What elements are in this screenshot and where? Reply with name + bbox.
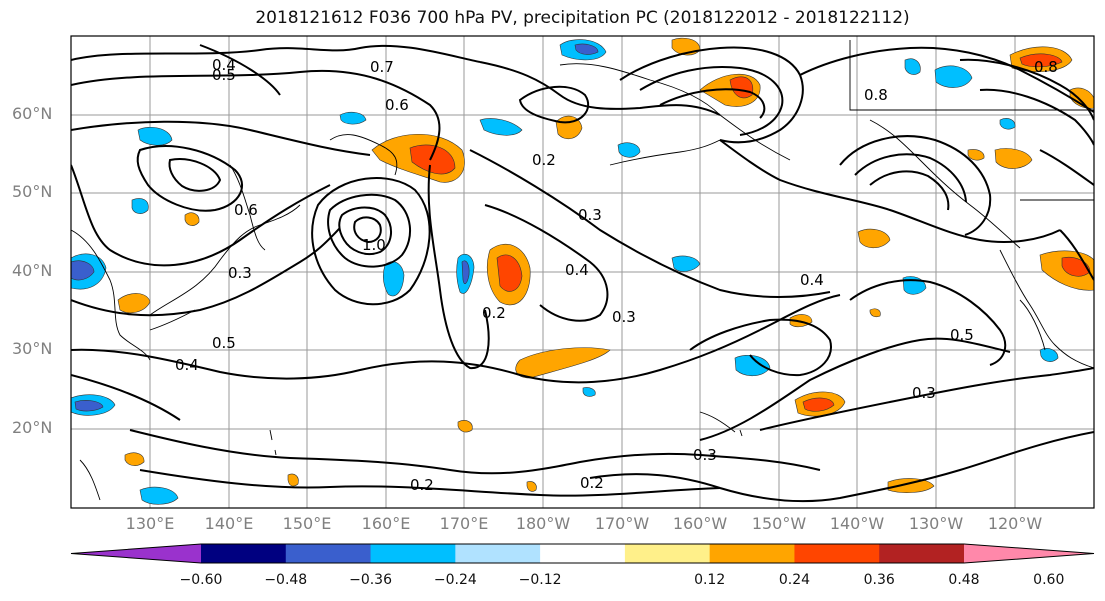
colorbar-tick-label: −0.12 [518,572,562,588]
colorbar-tick-label: 0.24 [778,572,811,588]
contour-label: 1.0 [362,236,386,254]
colorbar-extension-low [71,544,201,563]
lon-label: 170°E [439,514,489,533]
lat-label: 30°N [12,339,53,358]
contour-label: 0.8 [864,86,888,104]
colorbar-segment [455,544,541,563]
lat-label: 50°N [12,182,53,201]
colorbar-segment [370,544,456,563]
map-frame [70,35,1095,509]
colorbar-tick-label: −0.36 [349,572,392,588]
lon-label: 160°E [361,514,411,533]
lat-label: 60°N [12,104,53,123]
lat-label: 40°N [12,261,53,280]
contour-label: 0.7 [370,58,394,76]
lon-label: 130°E [125,514,175,533]
colorbar-tick-label: −0.48 [264,572,308,588]
colorbar-segment [201,544,287,563]
contour-label: 0.5 [950,326,974,344]
contour-label: 0.4 [800,271,824,289]
lon-label: 180°W [515,514,571,533]
contour-label: 0.3 [693,446,717,464]
colorbar-segment [794,544,880,563]
lon-label: 150°E [282,514,332,533]
colorbar-segment [879,544,965,563]
graticule [71,36,1094,508]
contour-label: 0.3 [228,264,252,282]
colorbar-extension-high [964,544,1094,563]
contour-label: 0.4 [212,56,236,74]
precipitation-positive [117,37,1094,493]
colorbar-segment [285,544,372,563]
colorbar-segment [709,544,795,563]
colorbar-tick-label: −0.24 [433,572,477,588]
lat-label: 20°N [12,418,53,437]
lon-label: 160°W [672,514,728,533]
colorbar-tick-label: 0.48 [948,572,980,588]
contour-label: 0.2 [532,151,556,169]
lon-label: 150°W [751,514,807,533]
contour-label: 0.4 [175,356,199,374]
colorbar-tick-label: −0.60 [179,572,223,588]
colorbar-outline [70,543,1095,564]
contour-label: 0.6 [385,96,409,114]
contour-label: 0.4 [565,261,589,279]
contour-label: 0.6 [234,201,258,219]
colorbar-segment [624,544,711,563]
contour-label: 0.2 [580,474,604,492]
map-title: 2018121612 F036 700 hPa PV, precipitatio… [255,8,910,28]
lon-label: 170°W [594,514,650,533]
contour-label: 0.3 [912,384,936,402]
lon-label: 130°W [908,514,964,533]
contour-label: 0.2 [482,304,506,322]
contour-label: 0.3 [578,206,602,224]
precipitation-negative [71,39,1059,505]
contour-label: 0.2 [410,476,434,494]
lon-label: 140°W [829,514,885,533]
contour-label: 0.8 [1034,58,1058,76]
contour-labels: 0.4 0.5 0.6 0.7 0.8 1.0 0.3 0.2 0.3 0.4 … [175,56,1058,494]
colorbar-tick-label: 0.60 [1033,572,1065,588]
colorbar-tick-label: 0.36 [863,572,895,588]
colorbar-tick-label: 0.12 [694,572,726,588]
contour-label: 0.5 [212,66,236,84]
lon-label: 140°E [204,514,254,533]
pv-contours [71,44,1094,503]
lon-label: 120°W [987,514,1043,533]
contour-label: 0.5 [212,334,236,352]
contour-label: 0.3 [612,308,636,326]
colorbar-segment [540,544,626,563]
coastlines [71,40,1094,501]
